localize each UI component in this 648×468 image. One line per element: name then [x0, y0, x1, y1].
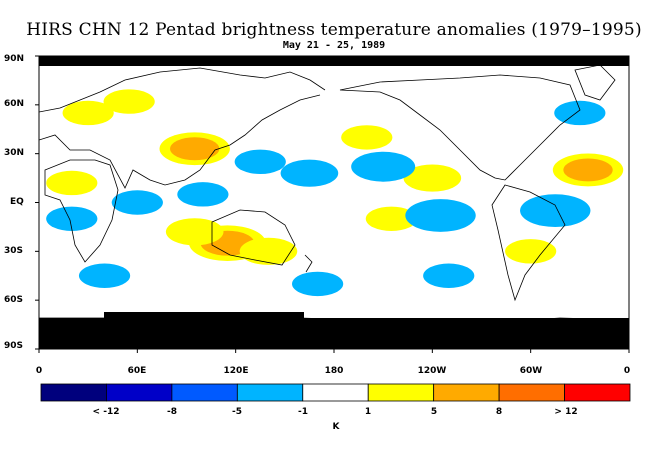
coast-eurasia-south [39, 94, 321, 189]
anomaly-region [365, 206, 417, 231]
lat-tick-label: 90S [4, 341, 24, 351]
anomaly-regions [46, 89, 624, 297]
coast-new-zealand [304, 254, 313, 273]
anomaly-contour [78, 263, 131, 288]
coast-africa [44, 159, 119, 263]
lat-tick-label: 60N [4, 99, 25, 109]
lat-tick-label: 60S [4, 295, 24, 305]
lon-tick-label: 180 [324, 366, 344, 376]
anomaly-contour [415, 204, 466, 228]
anomaly-region [403, 164, 462, 192]
anomaly-contour [170, 137, 220, 161]
anomaly-contour [563, 158, 613, 182]
colorbar-label: 1 [364, 407, 372, 417]
colorbar-label: < -12 [92, 407, 120, 417]
coast-australia [211, 209, 296, 266]
anomaly-contour [505, 239, 557, 264]
coast-eurasia-north [39, 67, 326, 113]
anomaly-region [103, 89, 155, 114]
missing-north-strip [39, 56, 629, 66]
colorbar-swatch [302, 383, 369, 402]
anomaly-region [280, 159, 339, 187]
missing-antarctica [39, 318, 629, 349]
anomaly-contour [403, 164, 462, 192]
lat-tick-label: 90N [4, 54, 25, 64]
anomaly-region [78, 263, 131, 288]
anomaly-contour [234, 149, 286, 175]
colorbar-swatch [498, 383, 565, 402]
anomaly-region [62, 100, 114, 126]
colorbar [40, 383, 631, 402]
anomaly-contour [239, 237, 298, 265]
lon-tick-label: 120E [223, 366, 249, 376]
anomaly-contour [423, 263, 475, 288]
colorbar-swatch [40, 383, 107, 402]
anomaly-contour [165, 218, 224, 246]
anomaly-contour [62, 100, 114, 126]
anomaly-region [239, 237, 298, 265]
coastlines [39, 64, 629, 323]
lon-tick-label: 120W [417, 366, 447, 376]
anomaly-contour [177, 182, 229, 207]
colorbar-swatch [171, 383, 238, 402]
anomaly-region [234, 149, 286, 175]
anomaly-region [552, 153, 624, 187]
anomaly-contour [280, 159, 339, 187]
anomaly-contour [103, 89, 155, 114]
anomaly-contour [341, 125, 393, 150]
chart-subtitle: May 21 - 25, 1989 [282, 40, 386, 51]
lon-tick-label: 0 [35, 366, 43, 376]
colorbar-label: 8 [495, 407, 503, 417]
coast-north-america [339, 74, 581, 181]
colorbar-label: -8 [167, 407, 177, 417]
colorbar-swatch [367, 383, 435, 402]
coast-greenland [574, 64, 616, 101]
colorbar-label: > 12 [554, 407, 578, 417]
lat-tick-label: 30N [4, 148, 25, 158]
lat-tick-label: 30S [4, 246, 24, 256]
anomaly-contour [360, 156, 406, 178]
anomaly-region [520, 194, 591, 228]
anomaly-region [292, 271, 344, 297]
anomaly-region [505, 239, 557, 264]
colorbar-swatch [106, 383, 173, 402]
anomaly-region [165, 218, 224, 246]
anomaly-contour [111, 190, 163, 215]
axis-ticks [35, 55, 630, 353]
colorbar-swatch [564, 383, 631, 402]
anomaly-region [341, 125, 393, 150]
anomaly-contour [530, 199, 580, 223]
coast-antarctica [39, 313, 629, 323]
anomaly-region [351, 151, 416, 182]
chart-title: HIRS CHN 12 Pentad brightness temperatur… [26, 20, 642, 40]
coast-south-america [491, 184, 566, 302]
anomaly-region [423, 263, 475, 288]
anomaly-contour [46, 170, 98, 196]
colorbar-unit: K [332, 422, 340, 432]
anomaly-region [159, 132, 230, 166]
colorbar-label: -1 [298, 407, 308, 417]
anomaly-contour [554, 100, 606, 126]
anomaly-region [46, 170, 98, 196]
lon-tick-label: 60W [519, 366, 543, 376]
lon-tick-label: 60E [127, 366, 147, 376]
anomaly-contour [365, 206, 417, 231]
anomaly-region [405, 199, 476, 232]
colorbar-swatch [236, 383, 304, 402]
colorbar-swatch [433, 383, 500, 402]
colorbar-label: 5 [430, 407, 438, 417]
colorbar-label: -5 [232, 407, 242, 417]
anomaly-contour [292, 271, 344, 297]
lon-tick-label: 0 [623, 366, 631, 376]
lat-tick-label: EQ [10, 197, 24, 207]
anomaly-region [111, 190, 163, 215]
anomaly-contour [46, 206, 98, 231]
anomaly-region [554, 100, 606, 126]
anomaly-region [177, 182, 229, 207]
anomaly-region [46, 206, 98, 231]
